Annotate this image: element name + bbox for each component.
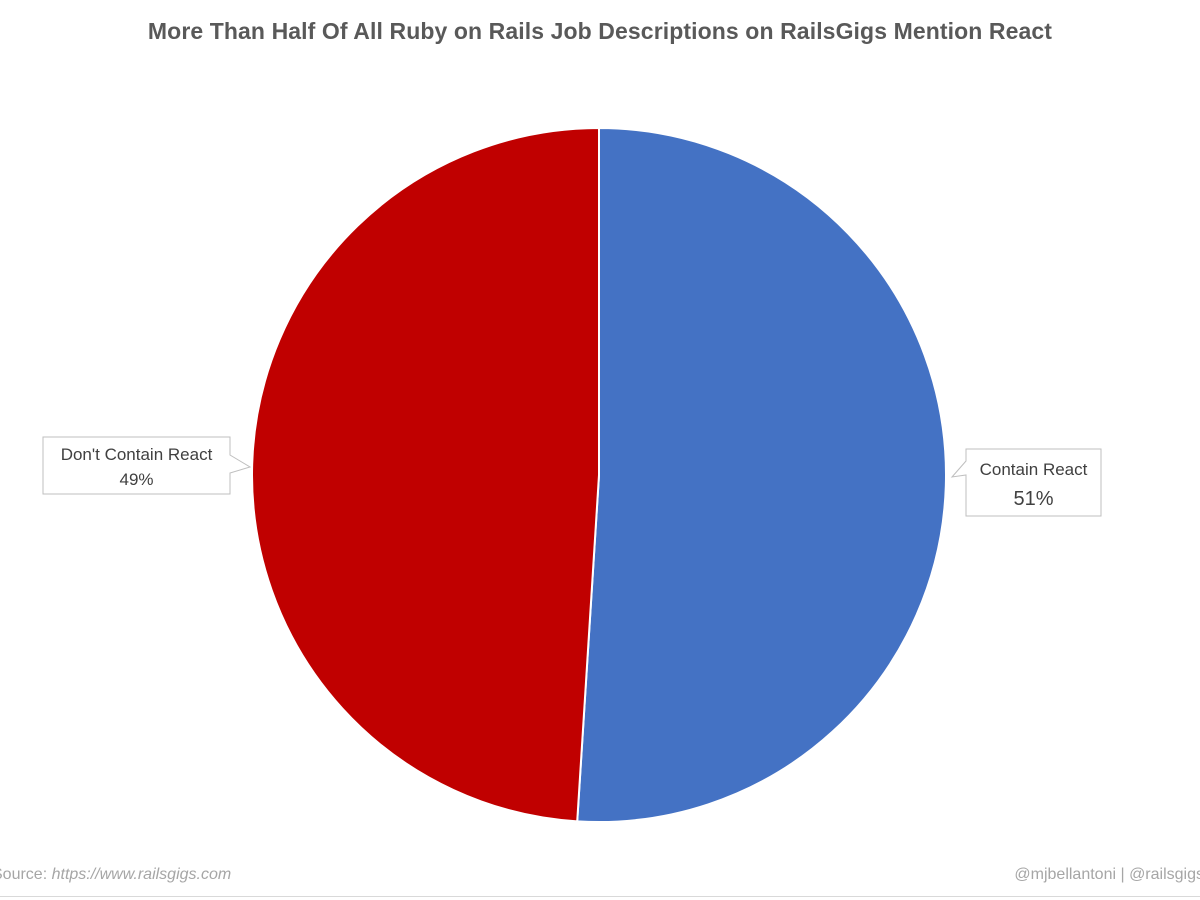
data-label-box: [42, 436, 252, 495]
source-url: https://www.railsgigs.com: [51, 866, 232, 883]
footer-divider: [0, 896, 1200, 897]
footer-credit: @mjbellantoni | @railsgigs: [1014, 866, 1200, 883]
source-prefix: Source:: [0, 866, 48, 883]
chart-title: More Than Half Of All Ruby on Rails Job …: [147, 18, 1053, 44]
data-label-value: 49%: [119, 470, 153, 489]
footer-source: Source: https://www.railsgigs.com: [0, 866, 231, 884]
data-label-category: Don't Contain React: [61, 445, 213, 464]
data-label-box: [950, 448, 1102, 517]
data-label-category: Contain React: [980, 460, 1088, 479]
data-label-callout: Don't Contain React 49%: [42, 436, 252, 495]
pie-slice-don-t-contain-react: [251, 126, 600, 823]
data-label-value: 51%: [1013, 488, 1053, 510]
pie-slice-contain-react: [576, 126, 947, 823]
data-label-callout: Contain React 51%: [950, 448, 1102, 517]
